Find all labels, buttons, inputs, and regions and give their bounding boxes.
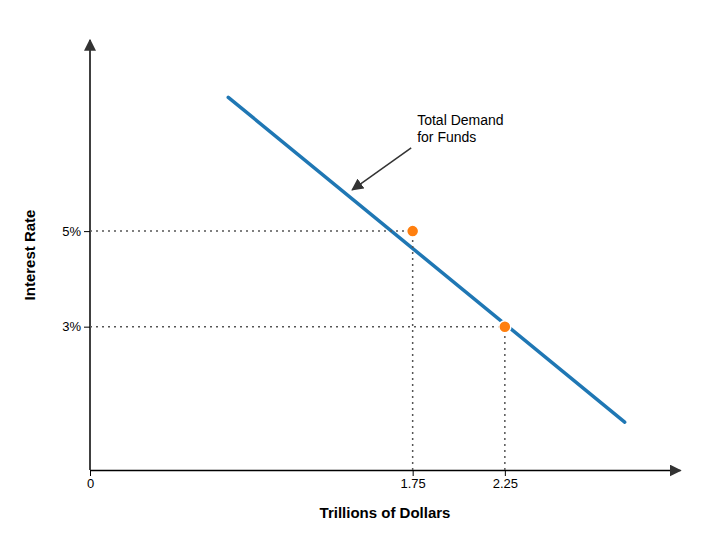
x-axis-label: Trillions of Dollars — [320, 504, 451, 521]
y-tick-label: 5% — [62, 224, 81, 239]
x-tick: 0 — [87, 470, 94, 491]
x-tick-mark — [413, 470, 414, 476]
x-tick-label: 2.25 — [493, 476, 518, 491]
point — [499, 321, 511, 333]
x-axis: 0 1.75 2.25 — [87, 470, 681, 491]
drop-line-horizontal — [90, 230, 413, 232]
x-tick: 2.25 — [493, 470, 518, 491]
x-tick-label: 1.75 — [401, 476, 426, 491]
y-tick-mark — [84, 231, 90, 232]
y-axis-line — [89, 40, 91, 470]
x-tick-mark — [505, 470, 506, 476]
plot-area: 0 1.75 2.25 5% 3% Total Demandfor Funds — [62, 40, 680, 491]
y-axis-label: Interest Rate — [21, 210, 38, 301]
drop-line-vertical — [504, 327, 506, 470]
y-axis: 5% 3% — [62, 40, 90, 470]
x-tick: 1.75 — [401, 470, 426, 491]
annotation-arrow — [352, 148, 411, 190]
demand-line — [228, 97, 624, 422]
x-axis-line — [91, 470, 681, 472]
drop-line-vertical — [412, 231, 414, 470]
x-tick-mark — [90, 470, 91, 476]
chart: 0 1.75 2.25 5% 3% Total Demandfor Funds Trilli… — [0, 0, 720, 540]
y-tick-label: 3% — [62, 319, 81, 334]
annotation: Total Demandfor Funds — [417, 112, 503, 145]
marks — [90, 97, 625, 470]
y-tick-mark — [84, 327, 90, 328]
y-tick: 5% — [62, 224, 90, 239]
point — [407, 225, 419, 237]
drop-line-horizontal — [90, 326, 505, 328]
x-tick-label: 0 — [87, 476, 94, 491]
y-tick: 3% — [62, 319, 90, 334]
